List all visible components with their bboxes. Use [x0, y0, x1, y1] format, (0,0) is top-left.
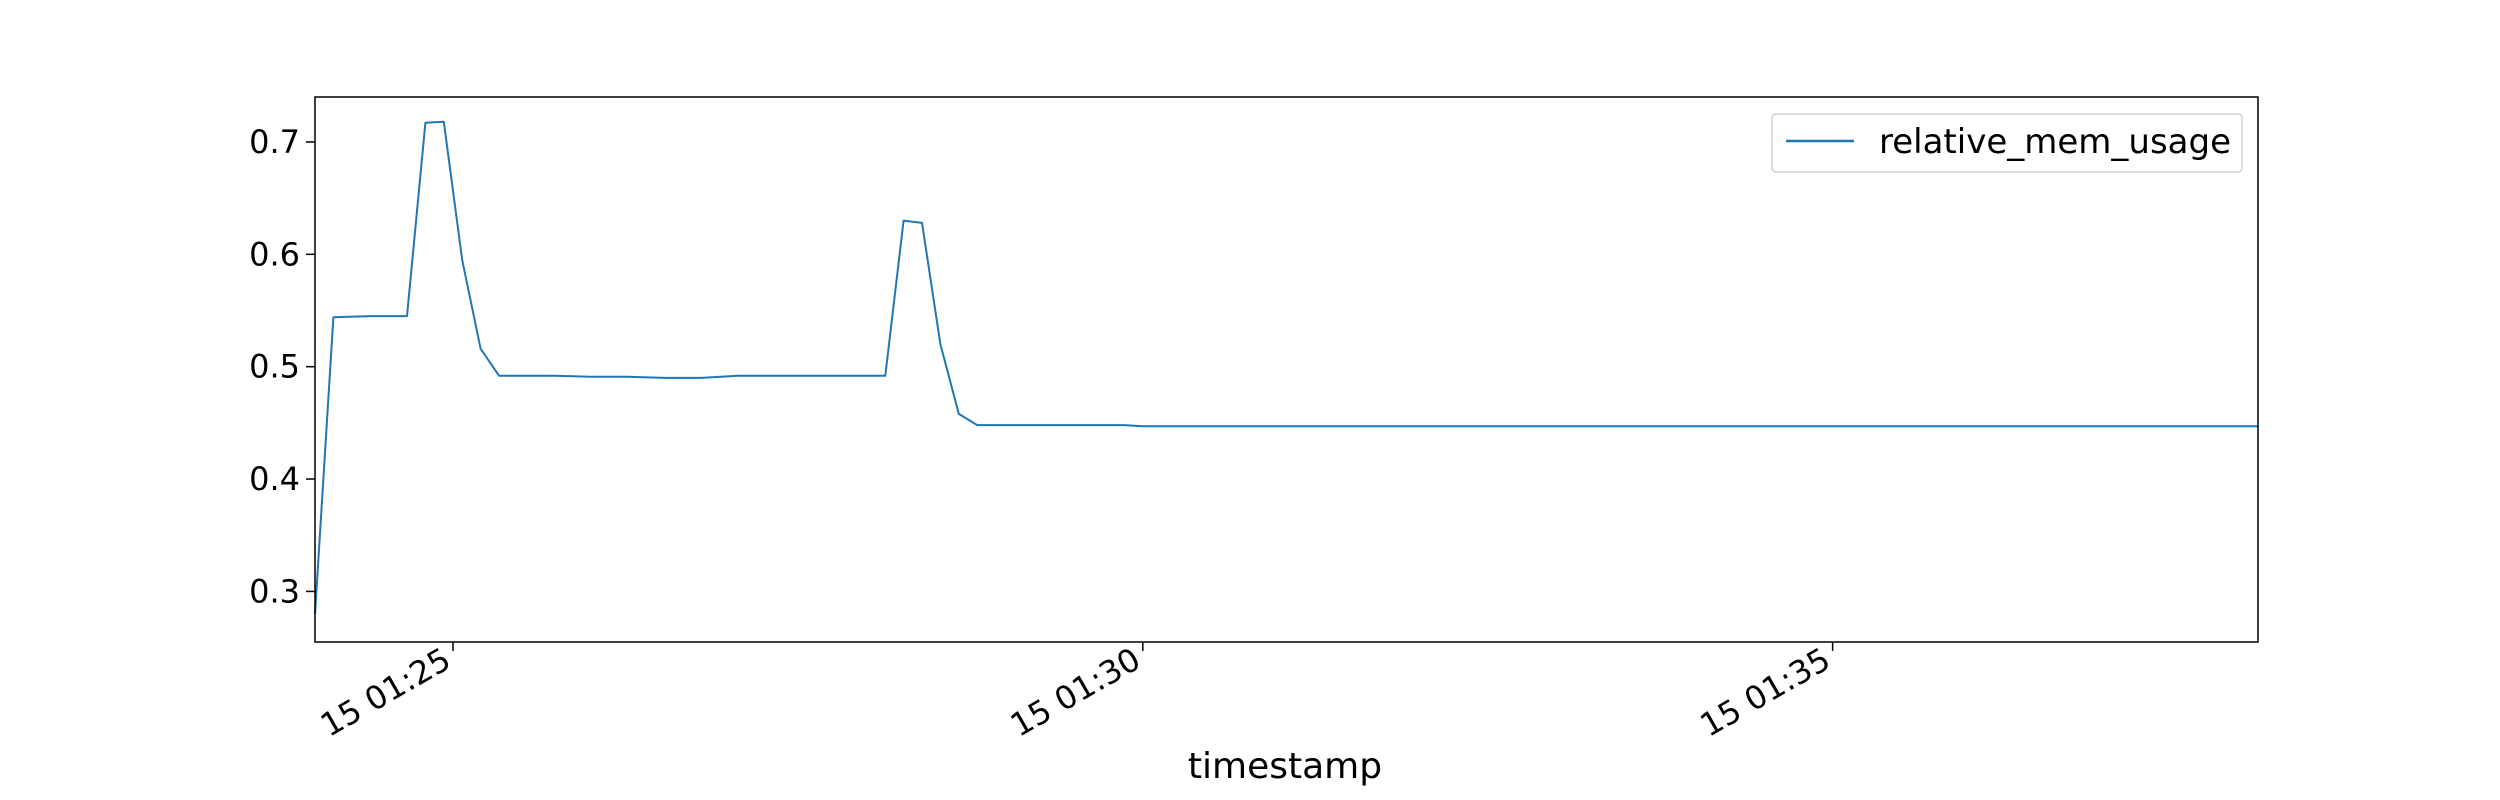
x-tick-label: 15 01:35 — [1694, 640, 1837, 744]
x-tick-label: 15 01:25 — [314, 640, 457, 744]
plot-frame — [314, 96, 2259, 643]
y-tick-label: 0.5 — [249, 348, 300, 386]
series-layer — [314, 120, 2258, 614]
y-tick-label: 0.4 — [249, 460, 300, 498]
plot-area — [315, 97, 2258, 642]
x-axis-title: timestamp — [1188, 746, 1382, 787]
y-tick-label: 0.7 — [249, 123, 300, 161]
legend: relative_mem_usage — [1771, 113, 2243, 173]
x-axis: 15 01:25 15 01:30 15 01:35 — [314, 640, 1837, 744]
series-line-relative_mem_usage — [314, 120, 2258, 614]
legend-label: relative_mem_usage — [1879, 122, 2231, 162]
x-tick-label: 15 01:30 — [1004, 640, 1147, 744]
y-tick-label: 0.6 — [249, 235, 300, 273]
y-tick-label: 0.3 — [249, 572, 300, 610]
legend-box — [1771, 113, 2243, 173]
y-axis: 0.3 0.4 0.5 0.6 0.7 — [249, 123, 315, 610]
